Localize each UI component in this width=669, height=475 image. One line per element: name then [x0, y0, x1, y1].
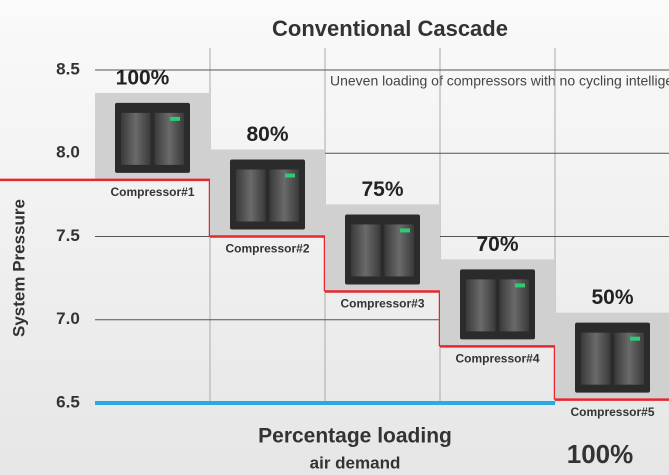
compressor-indicator [630, 336, 640, 341]
compressor-indicator [515, 283, 525, 288]
y-tick-label: 6.5 [56, 392, 80, 411]
compressor-icon [230, 159, 305, 230]
compressor-door [121, 112, 151, 165]
compressor-door [384, 224, 414, 277]
x-tick-label: Compressor#3 [340, 297, 424, 311]
x-tick-label: Compressor#1 [110, 185, 194, 199]
y-tick-label: 7.0 [56, 309, 80, 328]
x-tick-label: Compressor#2 [225, 242, 309, 256]
compressor-indicator [400, 228, 410, 233]
y-tick-label: 7.5 [56, 226, 80, 245]
compressor-door [154, 112, 184, 165]
compressor-door [499, 279, 529, 332]
x-tick-label: Compressor#5 [570, 405, 654, 419]
compressor-icon [115, 102, 190, 173]
x-axis-label: Percentage loading [258, 425, 452, 448]
compressor-door [351, 224, 381, 277]
compressor-icon [575, 322, 650, 393]
compressor-icon [460, 269, 535, 340]
load-label: 70% [476, 233, 518, 256]
load-label: 75% [361, 178, 403, 201]
load-label: 100% [116, 66, 170, 89]
chart-title: Conventional Cascade [272, 16, 508, 41]
compressor-door [236, 169, 266, 222]
compressor-icon [345, 214, 420, 285]
annotation: Uneven loading of compressors with no cy… [330, 73, 669, 89]
x-tick-label: Compressor#4 [455, 352, 539, 366]
y-tick-label: 8.0 [56, 143, 80, 162]
compressor-door [466, 279, 496, 332]
load-label: 80% [246, 123, 288, 146]
compressor-door [614, 332, 644, 385]
compressor-door [581, 332, 611, 385]
load-label: 50% [591, 286, 633, 309]
compressor-door [269, 169, 299, 222]
y-tick-label: 8.5 [56, 59, 80, 78]
total-label: 100% [567, 439, 634, 469]
y-axis-label: System Pressure [9, 199, 28, 337]
x-axis-sublabel: air demand [310, 453, 401, 472]
compressor-indicator [170, 116, 180, 121]
compressor-indicator [285, 173, 295, 178]
